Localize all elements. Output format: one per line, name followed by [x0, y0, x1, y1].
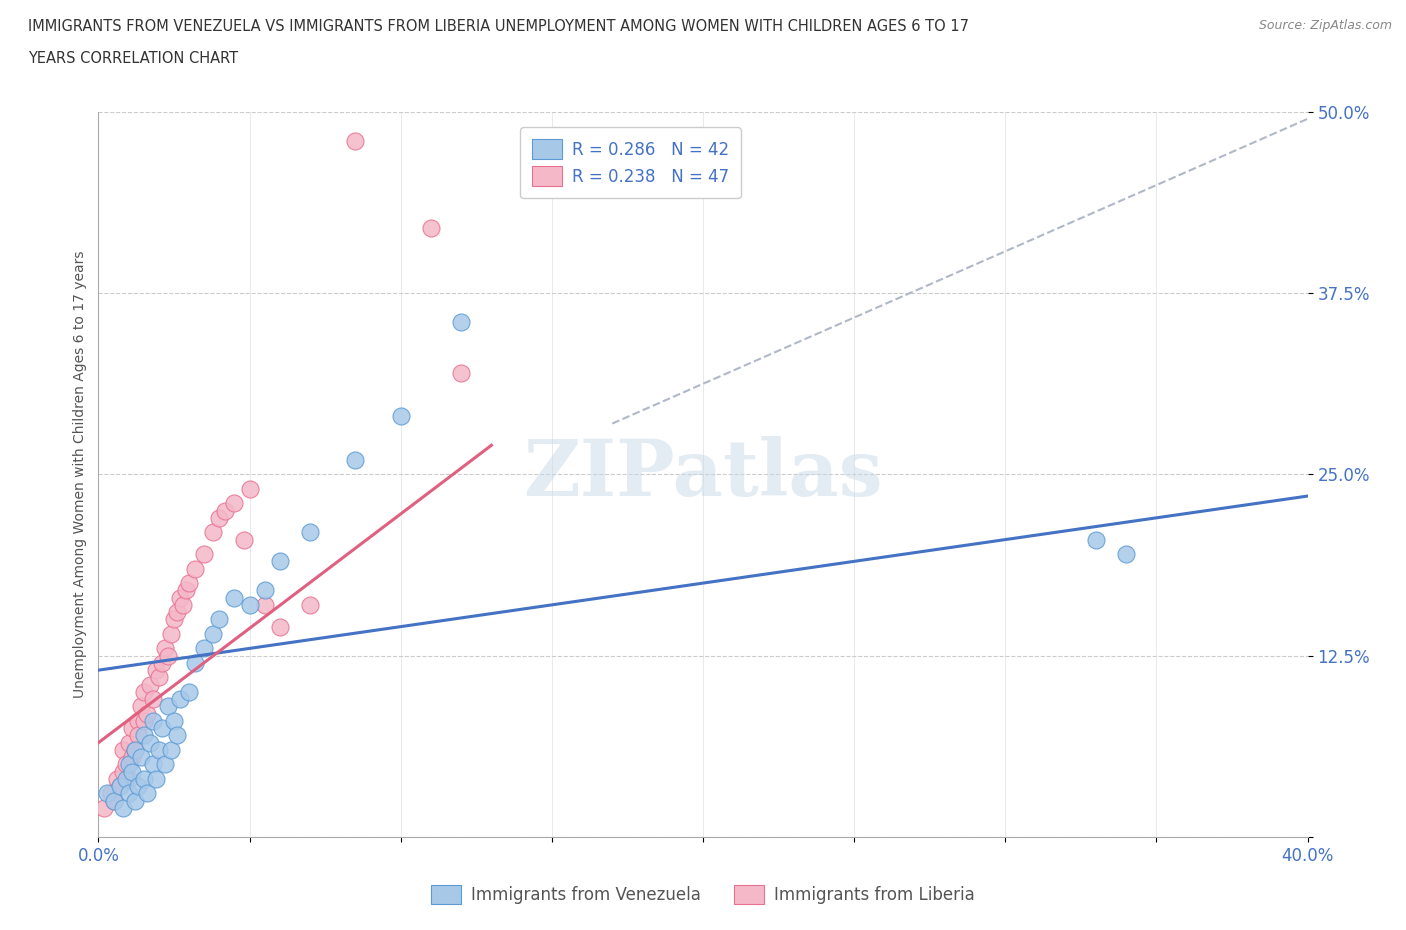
Point	[253, 597, 276, 612]
Point	[193, 641, 215, 656]
Point	[153, 757, 176, 772]
Point	[208, 511, 231, 525]
Point	[121, 750, 143, 764]
Point	[344, 452, 367, 467]
Point	[111, 801, 134, 816]
Point	[169, 692, 191, 707]
Point	[299, 597, 322, 612]
Legend: Immigrants from Venezuela, Immigrants from Liberia: Immigrants from Venezuela, Immigrants fr…	[423, 876, 983, 912]
Point	[148, 670, 170, 684]
Point	[1085, 532, 1108, 547]
Point	[132, 684, 155, 699]
Point	[96, 786, 118, 801]
Point	[100, 786, 122, 801]
Point	[129, 699, 152, 714]
Point	[127, 728, 149, 743]
Point	[420, 220, 443, 235]
Point	[108, 778, 131, 793]
Point	[124, 742, 146, 757]
Point	[118, 736, 141, 751]
Text: YEARS CORRELATION CHART: YEARS CORRELATION CHART	[28, 51, 238, 66]
Point	[132, 713, 155, 728]
Point	[156, 648, 179, 663]
Point	[450, 365, 472, 380]
Point	[344, 133, 367, 148]
Point	[169, 591, 191, 605]
Point	[103, 793, 125, 808]
Point	[124, 793, 146, 808]
Point	[450, 314, 472, 329]
Point	[129, 750, 152, 764]
Point	[1115, 547, 1137, 562]
Point	[93, 801, 115, 816]
Point	[163, 612, 186, 627]
Legend: R = 0.286   N = 42, R = 0.238   N = 47: R = 0.286 N = 42, R = 0.238 N = 47	[520, 127, 741, 198]
Y-axis label: Unemployment Among Women with Children Ages 6 to 17 years: Unemployment Among Women with Children A…	[73, 250, 87, 698]
Text: ZIPatlas: ZIPatlas	[523, 436, 883, 512]
Point	[214, 503, 236, 518]
Point	[127, 778, 149, 793]
Point	[172, 597, 194, 612]
Point	[179, 684, 201, 699]
Point	[121, 764, 143, 779]
Point	[127, 713, 149, 728]
Point	[142, 757, 165, 772]
Point	[118, 772, 141, 787]
Point	[150, 656, 173, 671]
Point	[114, 757, 136, 772]
Point	[179, 576, 201, 591]
Point	[150, 721, 173, 736]
Point	[224, 591, 246, 605]
Point	[132, 772, 155, 787]
Point	[193, 547, 215, 562]
Point	[139, 677, 162, 692]
Point	[135, 786, 157, 801]
Point	[166, 604, 188, 619]
Point	[142, 713, 165, 728]
Point	[174, 583, 197, 598]
Text: IMMIGRANTS FROM VENEZUELA VS IMMIGRANTS FROM LIBERIA UNEMPLOYMENT AMONG WOMEN WI: IMMIGRANTS FROM VENEZUELA VS IMMIGRANTS …	[28, 19, 969, 33]
Point	[269, 619, 291, 634]
Point	[184, 561, 207, 576]
Point	[299, 525, 322, 539]
Point	[142, 692, 165, 707]
Point	[156, 699, 179, 714]
Point	[145, 772, 167, 787]
Point	[139, 736, 162, 751]
Point	[153, 641, 176, 656]
Point	[208, 612, 231, 627]
Point	[239, 597, 262, 612]
Point	[184, 656, 207, 671]
Point	[232, 532, 254, 547]
Point	[224, 496, 246, 511]
Point	[253, 583, 276, 598]
Point	[118, 786, 141, 801]
Point	[166, 728, 188, 743]
Point	[118, 757, 141, 772]
Point	[103, 793, 125, 808]
Point	[135, 706, 157, 721]
Point	[145, 663, 167, 678]
Point	[163, 713, 186, 728]
Point	[121, 721, 143, 736]
Point	[389, 409, 412, 424]
Point	[160, 742, 183, 757]
Point	[114, 772, 136, 787]
Point	[148, 742, 170, 757]
Point	[105, 772, 128, 787]
Point	[111, 764, 134, 779]
Point	[269, 554, 291, 569]
Point	[202, 627, 225, 642]
Point	[239, 482, 262, 497]
Point	[132, 728, 155, 743]
Text: Source: ZipAtlas.com: Source: ZipAtlas.com	[1258, 19, 1392, 32]
Point	[108, 778, 131, 793]
Point	[160, 627, 183, 642]
Point	[124, 742, 146, 757]
Point	[202, 525, 225, 539]
Point	[111, 742, 134, 757]
